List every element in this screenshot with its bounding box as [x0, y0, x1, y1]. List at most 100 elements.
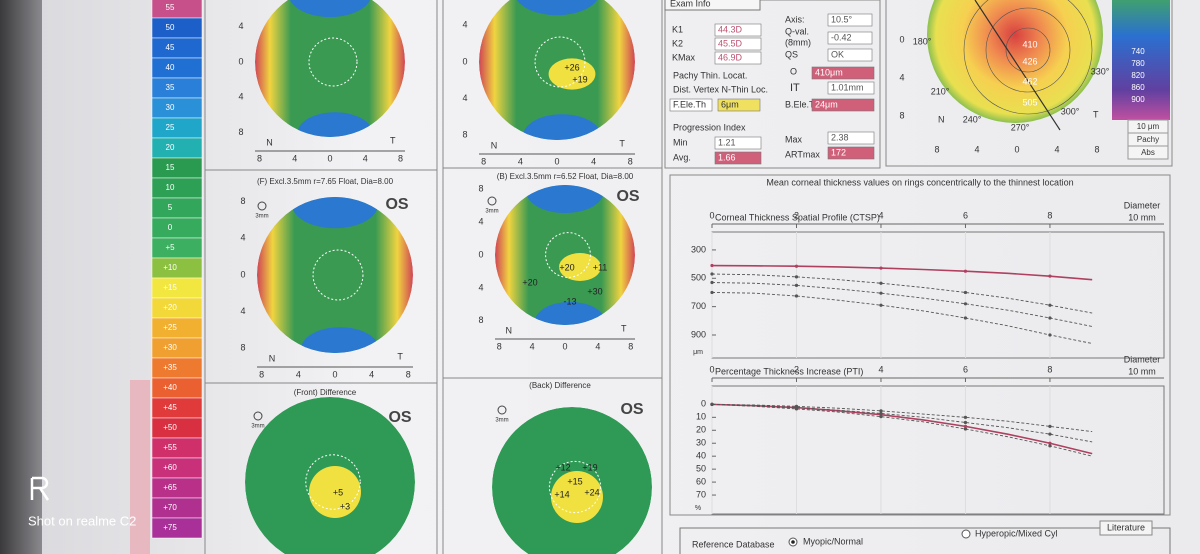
- temporal-label: T: [390, 135, 396, 145]
- map-axis-tick: 8: [481, 156, 486, 166]
- scale-cell: [151, 137, 203, 159]
- scale-cell: [151, 417, 203, 439]
- map-axis-tick: 8: [497, 341, 502, 351]
- pachy-scale-label: 740: [1131, 47, 1145, 56]
- scale-cell: [151, 117, 203, 139]
- map-axis-tick: 0: [554, 156, 559, 166]
- scale-cell: [151, 197, 203, 219]
- qval-label: Q-val.: [785, 26, 809, 36]
- map-axis-tick: 4: [369, 369, 374, 379]
- series-point: [963, 290, 968, 295]
- scale-label: 25: [166, 123, 175, 132]
- pachy-label: Pachy Thin. Locat.: [673, 70, 747, 80]
- max: 2.38: [831, 132, 849, 142]
- map-eye: OS: [385, 196, 408, 213]
- map-side-tick: 0: [478, 249, 483, 259]
- max-label: Max: [785, 134, 803, 144]
- pachy-scale-label: 900: [1131, 95, 1145, 104]
- y-tick-label: 50: [696, 464, 706, 474]
- map: [255, 0, 405, 137]
- scale-cell: [151, 377, 203, 399]
- temporal-label: T: [619, 138, 625, 148]
- series-point: [1048, 316, 1052, 320]
- scale-label: +35: [163, 363, 177, 372]
- pachy-side-tick: 8: [899, 110, 904, 120]
- series-point: [1048, 424, 1052, 428]
- watermark-logo: [30, 476, 50, 501]
- scale-cell: [151, 437, 203, 459]
- series-point: [879, 415, 883, 419]
- panel-lines: [204, 0, 1173, 554]
- scale-cell: [151, 397, 203, 419]
- map-side-tick: 4: [238, 21, 243, 31]
- map-side-tick: 0: [240, 269, 245, 279]
- map-side-tick: 8: [240, 343, 245, 353]
- map-ring: [534, 36, 586, 88]
- pachy-scale-absolute: Abs: [1141, 148, 1155, 157]
- scale-cell: [151, 257, 203, 279]
- x-tick-label: 2: [794, 364, 799, 374]
- map: [245, 397, 415, 554]
- map-axis-tick: 8: [628, 156, 633, 166]
- series-point: [963, 420, 968, 425]
- map-side-tick: 4: [478, 282, 483, 292]
- map-eye: OS: [388, 409, 411, 426]
- map-eye: OS: [620, 401, 643, 418]
- dist-box: [827, 81, 875, 95]
- series-point: [879, 291, 883, 295]
- y-tick-label: 700: [691, 301, 706, 311]
- pachy-scale-box: [1127, 145, 1169, 160]
- map-value: +20: [559, 262, 574, 272]
- fele: 6μm: [721, 99, 739, 109]
- map-side-tick: 4: [238, 92, 243, 102]
- literature-button[interactable]: [1099, 520, 1153, 536]
- scale-label: 45: [166, 43, 175, 52]
- map-blue: [292, 197, 378, 229]
- series-point: [1048, 432, 1052, 436]
- temporal-label: T: [1093, 109, 1099, 119]
- literature-label[interactable]: Literature: [1107, 522, 1145, 532]
- map-center: [551, 471, 603, 523]
- pachy-side-tick: 0: [899, 34, 904, 44]
- map-axis-tick: 4: [296, 369, 301, 379]
- scale-label: +30: [163, 343, 177, 352]
- map-axis-tick: 4: [292, 153, 297, 163]
- k1-box: [714, 23, 762, 37]
- map-side-tick: 4: [462, 20, 467, 30]
- pachy-symbol: O: [790, 66, 797, 76]
- charts: Mean corneal thickness values on rings c…: [691, 177, 1165, 515]
- map-side-tick: 8: [240, 196, 245, 206]
- scale-side-band: [130, 380, 150, 554]
- pachy-value: 462: [1022, 76, 1037, 86]
- scale-label: +75: [163, 523, 177, 532]
- nasal-label: N: [938, 114, 945, 124]
- map-value: +24: [584, 487, 599, 497]
- axis: 10.5°: [831, 14, 853, 24]
- series-point: [1048, 303, 1052, 307]
- title: Exam Info: [670, 0, 711, 8]
- radio-hyperopic[interactable]: [961, 529, 971, 539]
- series-point: [879, 411, 883, 416]
- series-line: [711, 403, 1093, 443]
- zoom-label: 3mm: [255, 214, 268, 220]
- k1-label: K1: [672, 24, 683, 34]
- map-axis-tick: 4: [518, 156, 523, 166]
- color-scale: 5550454035302520151050+5+10+15+20+25+30+…: [151, 0, 203, 539]
- scale-label: +65: [163, 483, 177, 492]
- option-myopic[interactable]: Myopic/Normal: [803, 536, 863, 546]
- map: [257, 197, 413, 353]
- option-hyperopic[interactable]: Hyperopic/Mixed Cyl: [975, 528, 1058, 538]
- map-blue: [514, 0, 600, 16]
- series-point: [963, 424, 968, 428]
- scale-cell: [151, 337, 203, 359]
- series-point: [1048, 333, 1052, 337]
- map-hot: [559, 253, 601, 281]
- map-axis-tick: 4: [363, 153, 368, 163]
- reference-label: Reference Database: [692, 539, 775, 549]
- series-point: [963, 415, 968, 419]
- map-axis-tick: 0: [332, 369, 337, 379]
- chart-title: Percentage Thickness Increase (PTI): [715, 366, 863, 376]
- series-point: [963, 302, 968, 306]
